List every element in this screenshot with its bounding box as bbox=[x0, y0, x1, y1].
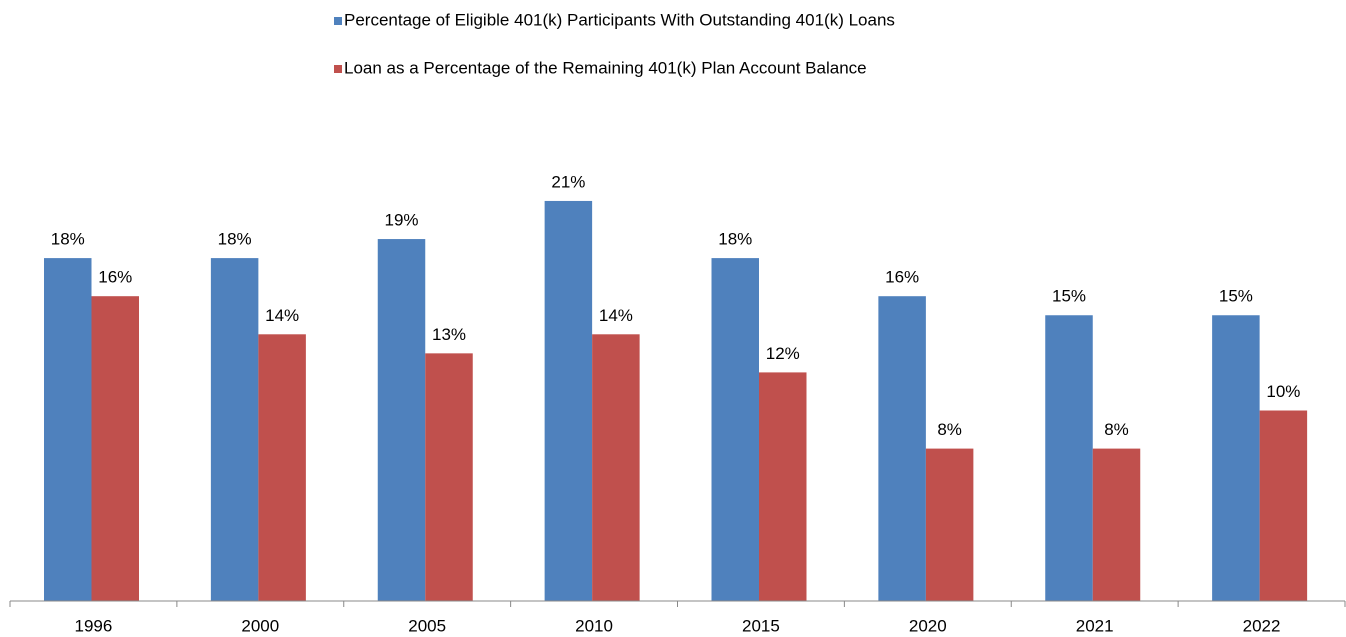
bar bbox=[1092, 448, 1141, 601]
value-label: 16% bbox=[98, 268, 132, 287]
bar bbox=[592, 334, 640, 601]
x-tick-label: 2005 bbox=[408, 616, 446, 635]
x-tick-label: 2000 bbox=[241, 616, 279, 635]
bar bbox=[91, 296, 139, 601]
value-label: 19% bbox=[384, 211, 418, 230]
legend-label: Loan as a Percentage of the Remaining 40… bbox=[344, 58, 867, 77]
value-label: 12% bbox=[766, 344, 800, 363]
bar bbox=[210, 258, 259, 601]
x-tick-label: 2020 bbox=[909, 616, 947, 635]
bar bbox=[759, 372, 807, 601]
value-label: 18% bbox=[218, 230, 252, 249]
bar bbox=[925, 448, 974, 601]
value-label: 8% bbox=[937, 420, 962, 439]
value-label: 21% bbox=[551, 172, 585, 191]
x-tick-label: 2015 bbox=[742, 616, 780, 635]
value-label: 8% bbox=[1104, 420, 1129, 439]
bar bbox=[878, 296, 926, 601]
value-label: 18% bbox=[718, 230, 752, 249]
bar bbox=[258, 334, 306, 601]
bar bbox=[711, 258, 759, 601]
bar bbox=[425, 353, 473, 601]
bar bbox=[544, 200, 593, 601]
x-tick-label: 2022 bbox=[1243, 616, 1281, 635]
legend-label: Percentage of Eligible 401(k) Participan… bbox=[344, 10, 895, 29]
x-tick-label: 2021 bbox=[1076, 616, 1114, 635]
value-label: 15% bbox=[1219, 287, 1253, 306]
legend-swatch bbox=[334, 65, 342, 73]
x-tick-label: 1996 bbox=[75, 616, 113, 635]
value-label: 10% bbox=[1266, 382, 1300, 401]
bar bbox=[44, 258, 92, 601]
value-label: 15% bbox=[1052, 287, 1086, 306]
value-label: 16% bbox=[885, 268, 919, 287]
bar bbox=[1212, 315, 1260, 601]
value-label: 14% bbox=[265, 306, 299, 325]
value-label: 18% bbox=[51, 230, 85, 249]
bar bbox=[1045, 315, 1093, 601]
value-label: 13% bbox=[432, 325, 466, 344]
x-tick-label: 2010 bbox=[575, 616, 613, 635]
value-label: 14% bbox=[599, 306, 633, 325]
bar bbox=[377, 239, 426, 602]
bar bbox=[1259, 410, 1308, 601]
legend-swatch bbox=[334, 17, 342, 25]
